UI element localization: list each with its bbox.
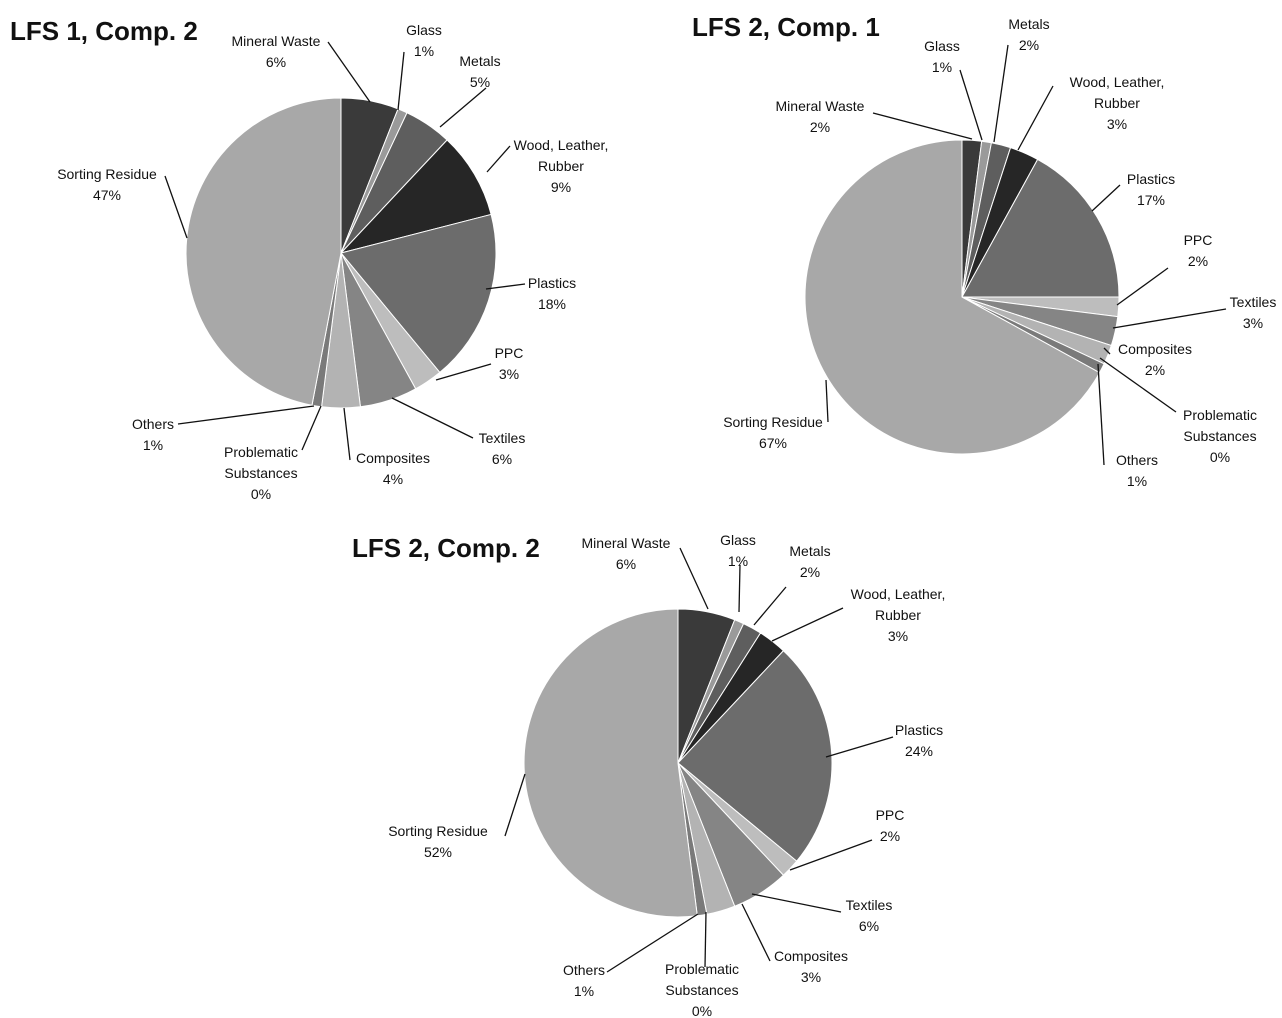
leader-line-metals (753, 586, 787, 626)
leader-line-mineral-waste (327, 41, 371, 103)
slice-label-wood-leather-rubber: Wood, Leather, Rubber 3% (851, 586, 946, 644)
leader-line-plastics (825, 736, 894, 758)
leader-line-composites (1103, 347, 1111, 355)
pie-chart-lfs1-comp2: LFS 1, Comp. 2 Mineral Waste 6% Glass 1% Met… (10, 16, 608, 502)
chart-title: LFS 2, Comp. 1 (692, 12, 880, 42)
slice-label-textiles: Textiles 6% (479, 430, 526, 467)
slice-label-glass: Glass 1% (924, 38, 960, 75)
leader-line-composites (343, 407, 351, 461)
leader-line-glass (397, 51, 405, 111)
slice-label-composites: Composites 4% (356, 450, 430, 487)
leader-line-ppc (789, 839, 873, 871)
slice-label-plastics: Plastics 18% (528, 275, 576, 312)
leader-line-ppc (1116, 267, 1169, 306)
slice-label-problematic-substances: Problematic Substances 0% (1183, 407, 1257, 465)
slice-label-metals: Metals 5% (459, 53, 500, 90)
chart-title: LFS 1, Comp. 2 (10, 16, 198, 46)
leader-line-plastics (485, 283, 526, 290)
slice-label-others: Others 1% (132, 416, 174, 453)
pie-slice-sorting-residue (185, 97, 342, 406)
leader-line-others (1097, 363, 1105, 466)
leader-line-glass (738, 564, 741, 613)
slice-label-others: Others 1% (1116, 452, 1158, 489)
slice-label-composites: Composites 3% (774, 948, 848, 985)
slice-label-ppc: PPC 2% (876, 807, 905, 844)
pie-slice-plastics (340, 213, 497, 374)
leader-line-metals (993, 44, 1009, 143)
chart-title: LFS 2, Comp. 2 (352, 533, 540, 563)
leader-line-mineral-waste (679, 547, 709, 610)
slice-label-sorting-residue: Sorting Residue 52% (388, 823, 488, 860)
pie-slice-sorting-residue (804, 139, 1101, 455)
leader-line-others (177, 405, 315, 425)
slice-label-mineral-waste: Mineral Waste 6% (232, 33, 321, 70)
leader-line-sorting-residue (504, 773, 526, 837)
leader-line-wood-leather-rubber (1017, 85, 1054, 151)
leader-line-problematic-substances (704, 911, 707, 968)
slice-label-plastics: Plastics 24% (895, 722, 943, 759)
slice-label-wood-leather-rubber: Wood, Leather, Rubber 9% (514, 137, 609, 195)
pie-slice-wood-leather-rubber (339, 139, 492, 254)
slice-label-wood-leather-rubber: Wood, Leather, Rubber 3% (1070, 74, 1165, 132)
slice-label-glass: Glass 1% (720, 532, 756, 569)
leader-line-sorting-residue (164, 175, 188, 239)
leader-line-others (606, 913, 699, 973)
slice-label-textiles: Textiles 6% (846, 897, 893, 934)
pie-chart-lfs2-comp1: LFS 2, Comp. 1 Mineral Waste 2% Glass 1% Met… (692, 12, 1276, 489)
leader-line-problematic-substances (301, 405, 322, 451)
slice-label-composites: Composites 2% (1118, 341, 1192, 378)
leader-line-mineral-waste (872, 112, 973, 140)
leader-line-sorting-residue (825, 379, 829, 423)
leader-line-glass (959, 69, 983, 141)
pie-slice-sorting-residue (523, 608, 698, 918)
slice-label-metals: Metals 2% (789, 543, 830, 580)
pie-slice-plastics (961, 158, 1120, 298)
leader-line-wood-leather-rubber (771, 607, 844, 642)
slice-label-mineral-waste: Mineral Waste 2% (776, 98, 865, 135)
leader-line-wood-leather-rubber (486, 145, 511, 173)
slice-label-sorting-residue: Sorting Residue 67% (723, 414, 823, 451)
slice-label-glass: Glass 1% (406, 22, 442, 59)
leader-line-metals (439, 87, 487, 128)
slice-label-plastics: Plastics 17% (1127, 171, 1175, 208)
slice-label-mineral-waste: Mineral Waste 6% (582, 535, 671, 572)
slice-label-problematic-substances: Problematic Substances 0% (665, 961, 739, 1018)
leader-line-ppc (435, 363, 492, 381)
leader-line-textiles (1112, 308, 1227, 329)
slice-label-textiles: Textiles 3% (1230, 294, 1277, 331)
pie-chart-lfs2-comp2: LFS 2, Comp. 2 Mineral Waste 6% Glass 1% Met… (352, 532, 945, 1018)
slice-label-metals: Metals 2% (1008, 16, 1049, 53)
leader-line-composites (741, 903, 771, 962)
leader-line-problematic-substances (1099, 357, 1177, 413)
slice-label-sorting-residue: Sorting Residue 47% (57, 166, 157, 203)
slice-label-problematic-substances: Problematic Substances 0% (224, 444, 298, 502)
slice-label-ppc: PPC 2% (1184, 232, 1213, 269)
slice-label-ppc: PPC 3% (495, 345, 524, 382)
leader-line-textiles (751, 893, 842, 913)
leader-line-plastics (1091, 184, 1121, 212)
pie-slice-plastics (677, 650, 833, 862)
slice-label-others: Others 1% (563, 962, 605, 999)
leader-line-textiles (391, 397, 474, 439)
